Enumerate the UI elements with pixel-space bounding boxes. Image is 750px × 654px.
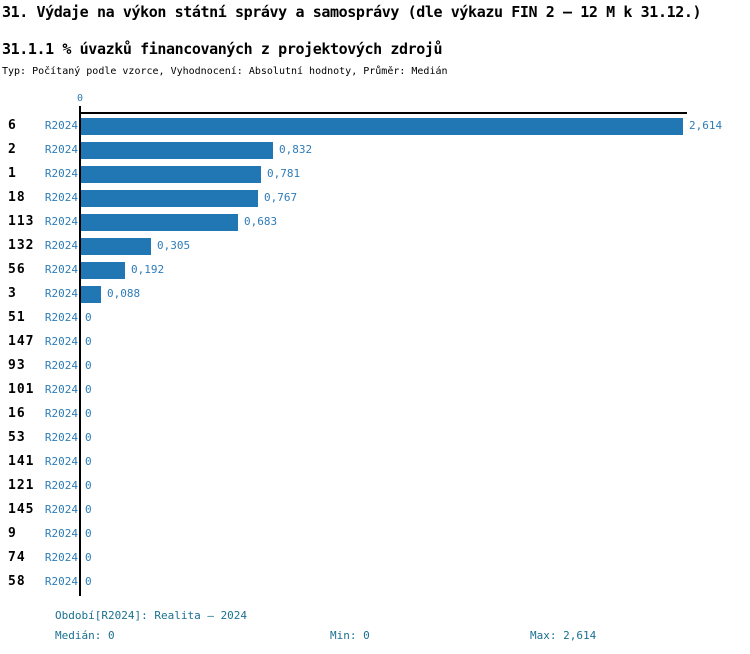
value-label: 2,614 — [689, 119, 723, 132]
series-label: R2024 — [44, 407, 78, 420]
bar — [81, 286, 101, 303]
series-label: R2024 — [44, 215, 78, 228]
legend-period: Období[R2024]: Realita – 2024 — [55, 609, 248, 622]
series-label: R2024 — [44, 263, 78, 276]
series-label: R2024 — [44, 455, 78, 468]
value-label: 0 — [85, 527, 92, 540]
bar — [81, 214, 238, 231]
bar — [81, 190, 258, 207]
value-label: 0,192 — [131, 263, 165, 276]
category-label: 6 — [8, 118, 17, 133]
chart-row: 58 R2024 0 — [0, 570, 750, 594]
series-label: R2024 — [44, 479, 78, 492]
value-label: 0 — [85, 431, 92, 444]
bar — [81, 118, 683, 135]
value-label: 0,832 — [279, 143, 313, 156]
series-label: R2024 — [44, 383, 78, 396]
stat-max: Max: 2,614 — [530, 629, 597, 642]
stat-median: Medián: 0 — [55, 629, 115, 642]
chart-row: 113 R2024 0,683 — [0, 210, 750, 234]
value-label: 0 — [85, 335, 92, 348]
chart-row: 145 R2024 0 — [0, 498, 750, 522]
value-label: 0 — [85, 503, 92, 516]
chart-row: 1 R2024 0,781 — [0, 162, 750, 186]
value-label: 0 — [85, 575, 92, 588]
category-label: 56 — [8, 262, 26, 277]
chart-row: 147 R2024 0 — [0, 330, 750, 354]
bar — [81, 262, 125, 279]
series-label: R2024 — [44, 287, 78, 300]
chart-row: 132 R2024 0,305 — [0, 234, 750, 258]
series-label: R2024 — [44, 359, 78, 372]
chart-row: 51 R2024 0 — [0, 306, 750, 330]
category-label: 9 — [8, 526, 17, 541]
category-label: 93 — [8, 358, 26, 373]
series-label: R2024 — [44, 119, 78, 132]
series-label: R2024 — [44, 431, 78, 444]
chart-meta: Typ: Počítaný podle vzorce, Vyhodnocení:… — [2, 66, 448, 77]
category-label: 113 — [8, 214, 35, 229]
chart-row: 74 R2024 0 — [0, 546, 750, 570]
value-label: 0 — [85, 383, 92, 396]
chart-row: 2 R2024 0,832 — [0, 138, 750, 162]
x-axis-top-spine — [79, 112, 687, 114]
report-title: 31. Výdaje na výkon státní správy a samo… — [2, 3, 702, 21]
category-label: 145 — [8, 502, 35, 517]
series-label: R2024 — [44, 335, 78, 348]
chart-row: 101 R2024 0 — [0, 378, 750, 402]
category-label: 101 — [8, 382, 35, 397]
category-label: 53 — [8, 430, 26, 445]
bar — [81, 166, 261, 183]
series-label: R2024 — [44, 551, 78, 564]
series-label: R2024 — [44, 167, 78, 180]
value-label: 0,683 — [244, 215, 278, 228]
section-title: 31.1.1 % úvazků financovaných z projekto… — [2, 40, 443, 58]
chart-row: 121 R2024 0 — [0, 474, 750, 498]
category-label: 74 — [8, 550, 26, 565]
stat-min: Min: 0 — [330, 629, 370, 642]
category-label: 121 — [8, 478, 35, 493]
category-label: 18 — [8, 190, 26, 205]
chart-row: 56 R2024 0,192 — [0, 258, 750, 282]
chart-row: 53 R2024 0 — [0, 426, 750, 450]
chart-row: 9 R2024 0 — [0, 522, 750, 546]
value-label: 0 — [85, 455, 92, 468]
value-label: 0 — [85, 551, 92, 564]
y-axis-line — [79, 106, 81, 596]
category-label: 1 — [8, 166, 17, 181]
chart-row: 6 R2024 2,614 — [0, 114, 750, 138]
value-label: 0,088 — [107, 287, 141, 300]
value-label: 0,781 — [267, 167, 301, 180]
chart-row: 93 R2024 0 — [0, 354, 750, 378]
chart-row: 3 R2024 0,088 — [0, 282, 750, 306]
bar — [81, 142, 273, 159]
chart-row: 18 R2024 0,767 — [0, 186, 750, 210]
chart-row: 141 R2024 0 — [0, 450, 750, 474]
series-label: R2024 — [44, 527, 78, 540]
series-label: R2024 — [44, 503, 78, 516]
value-label: 0 — [85, 479, 92, 492]
category-label: 16 — [8, 406, 26, 421]
x-axis-tick-label: 0 — [76, 93, 84, 104]
category-label: 3 — [8, 286, 17, 301]
category-label: 2 — [8, 142, 17, 157]
category-label: 147 — [8, 334, 35, 349]
series-label: R2024 — [44, 311, 78, 324]
value-label: 0,767 — [264, 191, 298, 204]
series-label: R2024 — [44, 239, 78, 252]
category-label: 141 — [8, 454, 35, 469]
series-label: R2024 — [44, 191, 78, 204]
category-label: 51 — [8, 310, 26, 325]
value-label: 0 — [85, 359, 92, 372]
category-label: 58 — [8, 574, 26, 589]
value-label: 0 — [85, 407, 92, 420]
bar — [81, 238, 151, 255]
series-label: R2024 — [44, 143, 78, 156]
chart-row: 16 R2024 0 — [0, 402, 750, 426]
category-label: 132 — [8, 238, 35, 253]
series-label: R2024 — [44, 575, 78, 588]
value-label: 0 — [85, 311, 92, 324]
value-label: 0,305 — [157, 239, 191, 252]
